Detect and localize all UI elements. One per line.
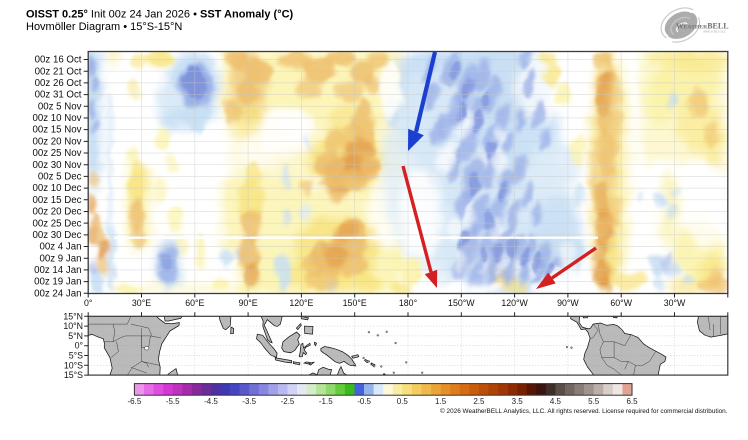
svg-text:-3.5: -3.5 bbox=[242, 397, 256, 406]
svg-text:00z 15 Dec: 00z 15 Dec bbox=[32, 195, 81, 206]
svg-text:5°N: 5°N bbox=[68, 331, 83, 341]
svg-text:00z 31 Oct: 00z 31 Oct bbox=[35, 90, 82, 101]
svg-text:OISST 0.25° Init 00z 24 Jan 20: OISST 0.25° Init 00z 24 Jan 2026 • SST A… bbox=[26, 9, 294, 21]
svg-text:120°W: 120°W bbox=[501, 298, 528, 308]
svg-text:-2.5: -2.5 bbox=[281, 397, 295, 406]
svg-text:00z 20 Dec: 00z 20 Dec bbox=[32, 207, 81, 218]
svg-text:60°E: 60°E bbox=[185, 298, 204, 308]
svg-text:© 2026 WeatherBELL Analytics,: © 2026 WeatherBELL Analytics, LLC. All r… bbox=[440, 407, 728, 415]
svg-text:-0.5: -0.5 bbox=[357, 397, 371, 406]
svg-text:6.5: 6.5 bbox=[626, 397, 638, 406]
svg-text:00z 14 Jan: 00z 14 Jan bbox=[34, 265, 81, 276]
svg-text:90°W: 90°W bbox=[557, 298, 579, 308]
svg-text:15°S: 15°S bbox=[64, 370, 83, 380]
svg-text:00z 10 Dec: 00z 10 Dec bbox=[32, 183, 81, 194]
svg-text:10°N: 10°N bbox=[63, 321, 83, 331]
svg-text:00z 25 Nov: 00z 25 Nov bbox=[32, 148, 81, 159]
svg-text:-5.5: -5.5 bbox=[166, 397, 180, 406]
svg-text:5°S: 5°S bbox=[69, 351, 83, 361]
svg-text:180°: 180° bbox=[399, 298, 417, 308]
svg-text:00z 5 Nov: 00z 5 Nov bbox=[38, 101, 82, 112]
svg-text:00z 24 Jan: 00z 24 Jan bbox=[34, 288, 81, 299]
svg-text:10°S: 10°S bbox=[64, 360, 83, 370]
svg-text:00z 26 Oct: 00z 26 Oct bbox=[35, 78, 82, 89]
svg-text:1.5: 1.5 bbox=[435, 397, 447, 406]
svg-text:0.5: 0.5 bbox=[397, 397, 409, 406]
svg-text:-6.5: -6.5 bbox=[128, 397, 142, 406]
svg-text:60°W: 60°W bbox=[610, 298, 632, 308]
svg-text:00z 21 Oct: 00z 21 Oct bbox=[35, 66, 82, 77]
svg-text:150°W: 150°W bbox=[448, 298, 475, 308]
svg-text:00z 5 Dec: 00z 5 Dec bbox=[38, 172, 82, 183]
svg-text:4.5: 4.5 bbox=[550, 397, 562, 406]
svg-text:0°: 0° bbox=[84, 298, 92, 308]
svg-text:5.5: 5.5 bbox=[588, 397, 600, 406]
svg-text:0°: 0° bbox=[75, 341, 83, 351]
svg-text:30°E: 30°E bbox=[132, 298, 151, 308]
svg-text:90°E: 90°E bbox=[239, 298, 258, 308]
svg-text:120°E: 120°E bbox=[289, 298, 313, 308]
svg-text:ANALYTICS LLC: ANALYTICS LLC bbox=[703, 30, 726, 34]
svg-text:15°N: 15°N bbox=[63, 311, 83, 321]
svg-text:WEATHERBELL: WEATHERBELL bbox=[676, 21, 729, 30]
svg-text:2.5: 2.5 bbox=[473, 397, 485, 406]
svg-text:00z 15 Nov: 00z 15 Nov bbox=[32, 125, 81, 136]
svg-text:-1.5: -1.5 bbox=[319, 397, 333, 406]
svg-text:00z 19 Jan: 00z 19 Jan bbox=[34, 277, 81, 288]
svg-text:150°E: 150°E bbox=[343, 298, 367, 308]
svg-text:00z 4 Jan: 00z 4 Jan bbox=[39, 242, 81, 253]
svg-text:-4.5: -4.5 bbox=[204, 397, 218, 406]
svg-text:00z 9 Jan: 00z 9 Jan bbox=[39, 253, 81, 264]
svg-text:00z 30 Nov: 00z 30 Nov bbox=[32, 160, 81, 171]
svg-text:Hovmöller Diagram • 15°S-15°N: Hovmöller Diagram • 15°S-15°N bbox=[26, 21, 182, 33]
svg-text:00z 10 Nov: 00z 10 Nov bbox=[32, 113, 81, 124]
svg-text:00z 25 Dec: 00z 25 Dec bbox=[32, 218, 81, 229]
svg-text:00z 20 Nov: 00z 20 Nov bbox=[32, 136, 81, 147]
svg-text:00z 16 Oct: 00z 16 Oct bbox=[35, 55, 82, 66]
svg-text:00z 30 Dec: 00z 30 Dec bbox=[32, 230, 81, 241]
svg-text:3.5: 3.5 bbox=[512, 397, 524, 406]
svg-text:30°W: 30°W bbox=[664, 298, 686, 308]
